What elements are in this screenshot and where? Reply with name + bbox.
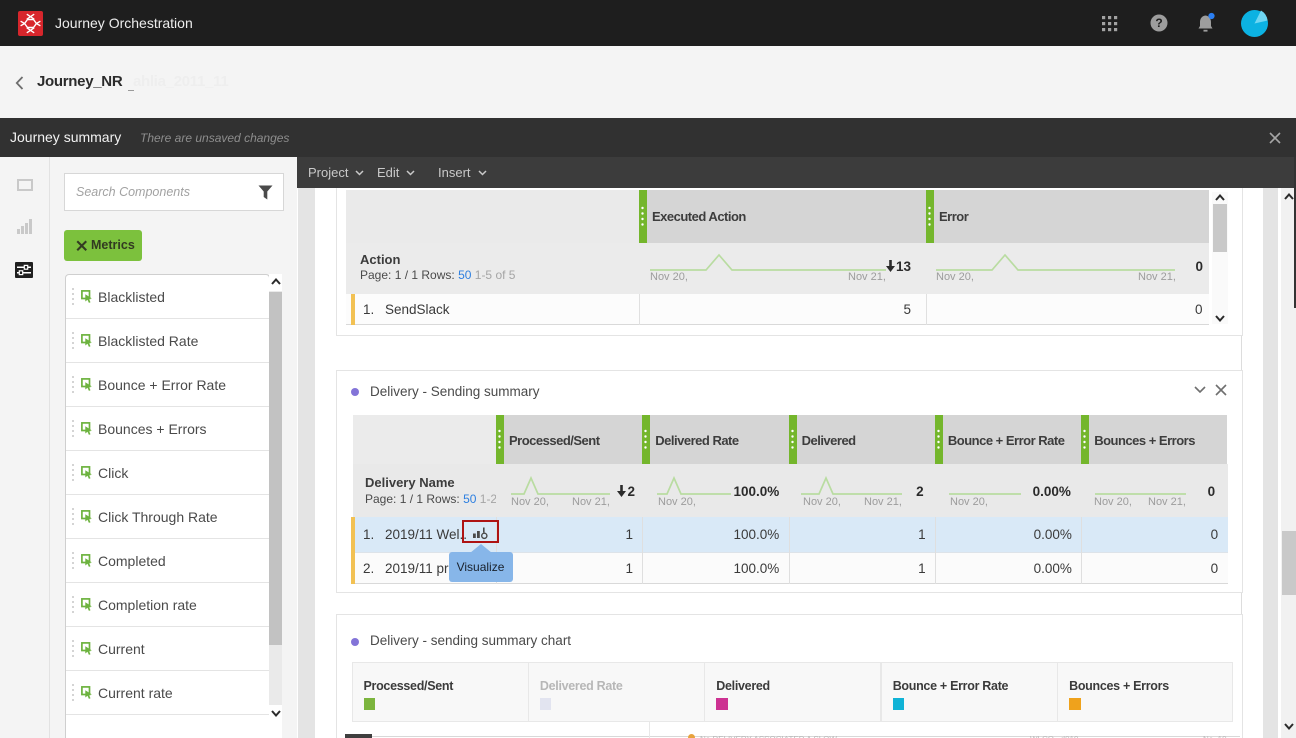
- svg-text:?: ?: [1155, 16, 1162, 30]
